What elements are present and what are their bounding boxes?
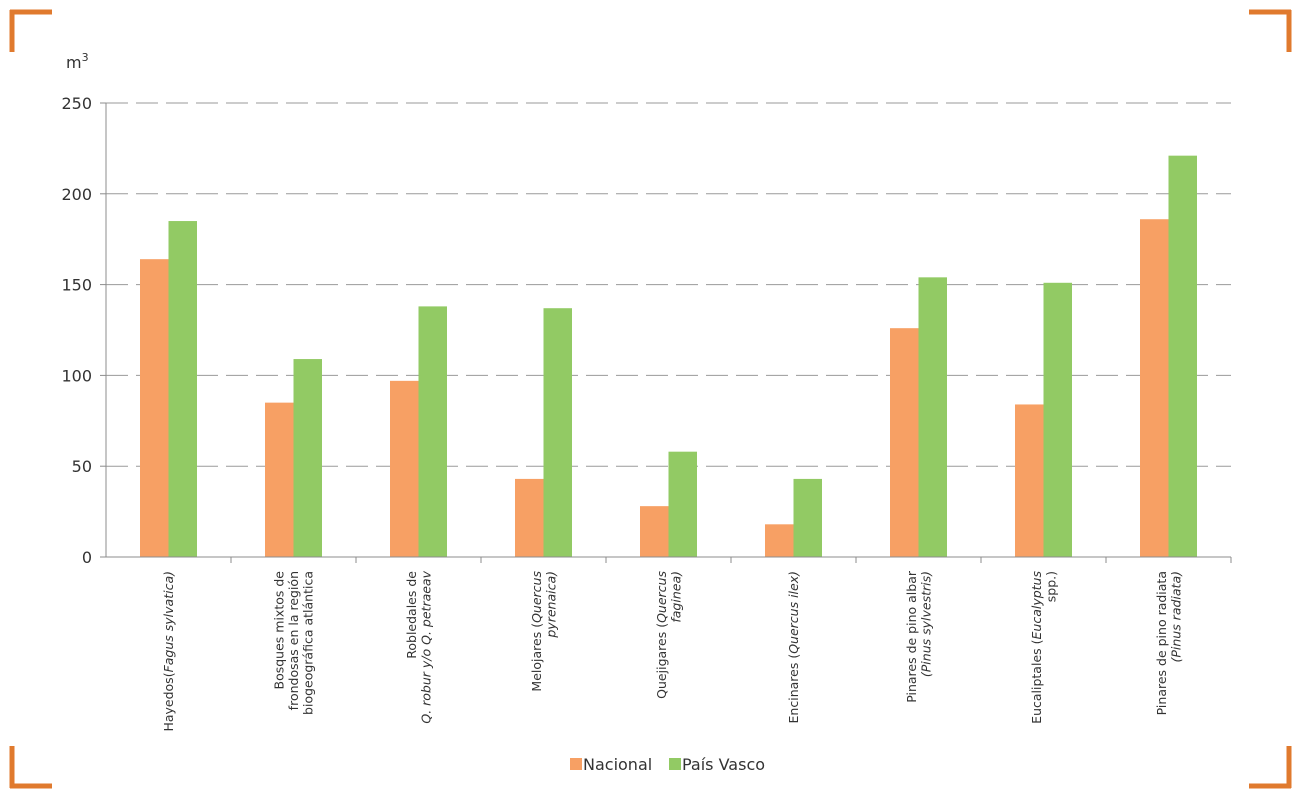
y-tick-label: 250 <box>61 94 92 113</box>
x-category-label: Eucaliptales (Eucalyptus spp.) <box>1029 571 1059 724</box>
legend-label-nacional: Nacional <box>583 755 652 774</box>
bar-pais-vasco <box>1169 156 1198 557</box>
y-tick-label: 150 <box>61 276 92 295</box>
y-tick-label: 100 <box>61 366 92 385</box>
bar-pais-vasco <box>919 277 948 557</box>
bar-nacional <box>890 328 919 557</box>
x-category-label: Pinares de pino albar (Pinus sylvestris) <box>904 570 934 703</box>
y-unit-base: m <box>66 53 82 72</box>
x-category-label-line: Quejigares (Quercus <box>654 571 669 699</box>
bar-nacional <box>140 259 169 557</box>
y-axis-ticks: 0 50 100 150 200 250 <box>61 94 106 567</box>
bars <box>140 156 1197 557</box>
x-category-label: Hayedos(Fagus sylvatica) <box>161 571 176 732</box>
x-category-label: Bosques mixtos de frondosas en la región b… <box>272 571 316 715</box>
y-unit-superscript: 3 <box>82 51 89 64</box>
legend: Nacional País Vasco <box>570 755 765 774</box>
x-category-label-line: biogeográfica atlántica <box>301 571 316 715</box>
x-category-label: Encinares (Quercus ilex) <box>786 571 801 723</box>
x-category-label-line: Pinares de pino albar <box>904 570 919 703</box>
x-category-label-line: (Pinus sylvestris) <box>918 571 933 677</box>
x-category-label-line: spp.) <box>1043 571 1058 602</box>
x-category-label-line: Encinares (Quercus ilex) <box>786 571 801 723</box>
bar-pais-vasco <box>794 479 823 557</box>
x-category-label-line: Hayedos(Fagus sylvatica) <box>161 571 176 732</box>
y-tick-label: 200 <box>61 185 92 204</box>
bar-nacional <box>265 403 294 557</box>
y-tick-label: 0 <box>82 548 92 567</box>
x-axis-labels: Hayedos(Fagus sylvatica) Bosques mixtos d… <box>161 570 1183 731</box>
x-category-label-line: faginea) <box>668 571 683 623</box>
bar-nacional <box>1015 404 1044 557</box>
bar-pais-vasco <box>669 452 698 557</box>
bar-nacional <box>765 524 794 557</box>
x-category-label-line: Melojares (Quercus <box>529 571 544 692</box>
bar-pais-vasco <box>294 359 323 557</box>
x-category-label-line: Pinares de pino radiata <box>1154 571 1169 715</box>
bar-pais-vasco <box>419 306 448 557</box>
legend-swatch-nacional <box>570 758 582 770</box>
bar-nacional <box>515 479 544 557</box>
x-category-label-line: Bosques mixtos de <box>272 571 287 690</box>
corner-frame <box>10 10 1291 788</box>
bar-nacional <box>1140 219 1169 557</box>
bar-pais-vasco <box>544 308 573 557</box>
x-category-label-line: pyrenaica) <box>543 571 558 639</box>
y-unit-label: m3 <box>66 51 89 72</box>
y-tick-label: 50 <box>72 457 92 476</box>
bar-nacional <box>640 506 669 557</box>
bar-pais-vasco <box>1044 283 1073 557</box>
x-category-label-line: Robledales de <box>404 571 419 659</box>
x-category-label: Quejigares (Quercus faginea) <box>654 571 684 699</box>
bar-pais-vasco <box>169 221 198 557</box>
legend-swatch-pais-vasco <box>669 758 681 770</box>
legend-label-pais-vasco: País Vasco <box>682 755 765 774</box>
x-category-label: Pinares de pino radiata (Pinus radiata) <box>1154 571 1184 715</box>
x-category-label-line: Eucaliptales (Eucalyptus <box>1029 571 1044 724</box>
x-category-label-line: (Pinus radiata) <box>1168 571 1183 663</box>
x-category-label: Melojares (Quercus pyrenaica) <box>529 571 559 692</box>
bar-nacional <box>390 381 419 557</box>
x-category-label-line: Q. robur y/o Q. petraeav <box>418 570 433 723</box>
x-category-label: Robledales de Q. robur y/o Q. petraeav <box>404 570 434 723</box>
x-category-label-line: frondosas en la región <box>286 571 301 710</box>
